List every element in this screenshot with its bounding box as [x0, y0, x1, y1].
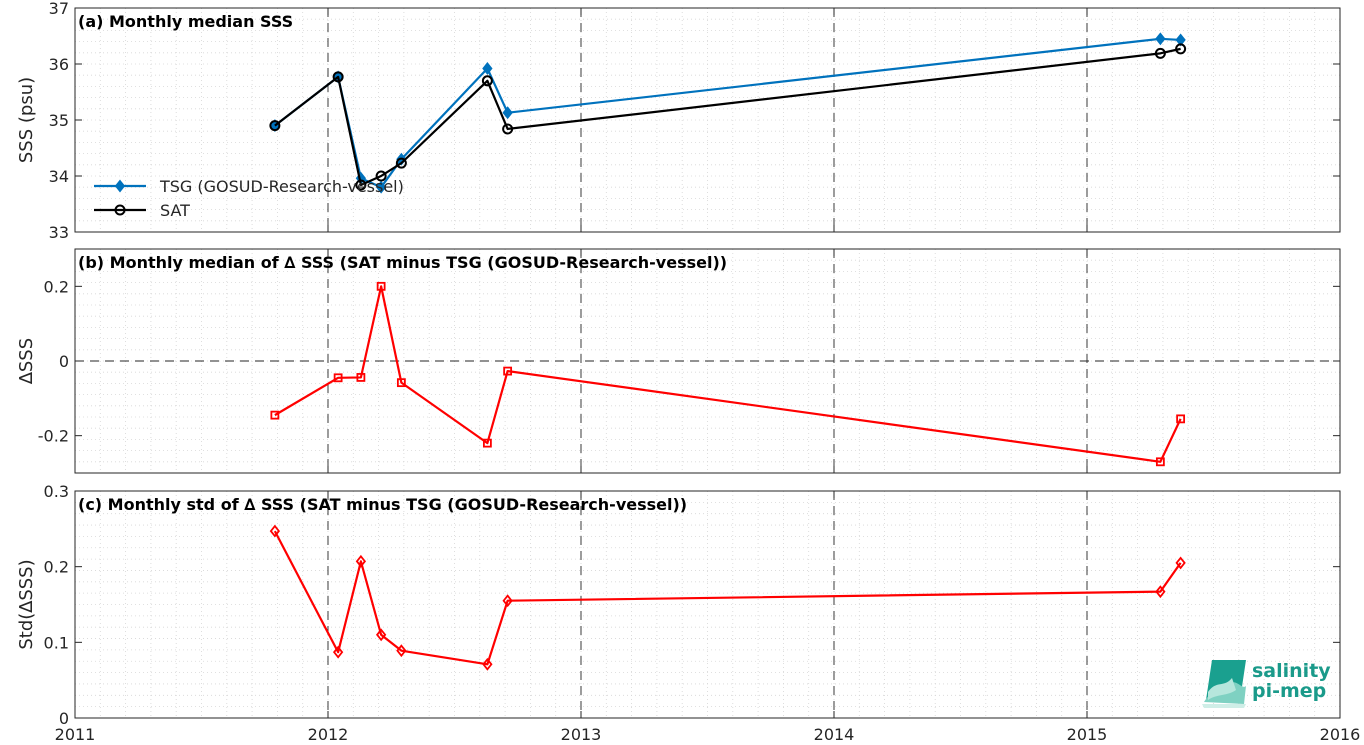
data-point — [396, 644, 407, 658]
y-axis-label: Std(∆SSS) — [16, 559, 37, 649]
data-point — [332, 645, 344, 659]
data-point — [1155, 457, 1165, 467]
logo-line2: pi-mep — [1252, 680, 1326, 702]
data-point — [1155, 585, 1166, 599]
panel-c: 0 0.1 0.2 0.3 2011 2012 2013 2014 2015 2016 Std(∆S… — [16, 482, 1360, 744]
legend-marker — [114, 204, 126, 216]
y-tick-label: 0.1 — [44, 633, 69, 652]
y-tick-label: 0 — [59, 709, 69, 728]
panel-b: -0.2 0 0.2 ∆SSS (b) Monthly median of ∆ SSS … — [16, 248, 1341, 474]
x-tick-label: 2013 — [561, 725, 602, 744]
y-tick-label: 36 — [49, 55, 69, 74]
logo-waves-icon — [1202, 660, 1246, 708]
y-tick-label: 0.2 — [44, 558, 69, 577]
y-tick-label: 37 — [49, 0, 69, 18]
data-point — [333, 373, 343, 383]
y-tick-label: -0.2 — [38, 427, 69, 446]
data-point — [332, 71, 344, 83]
data-point — [482, 62, 493, 75]
series-line — [274, 285, 1182, 463]
y-axis-label: SSS (psu) — [16, 77, 37, 163]
y-tick-label: 35 — [49, 111, 69, 130]
data-point — [395, 157, 407, 169]
data-point — [376, 281, 386, 291]
series-0 — [269, 524, 1186, 671]
data-point — [503, 366, 513, 376]
data-point — [482, 657, 493, 671]
y-tick-label: 0.3 — [44, 482, 69, 501]
x-tick-label: 2014 — [814, 725, 855, 744]
data-point — [269, 524, 281, 538]
salinity-pimep-logo: salinity pi-mep — [1202, 660, 1331, 708]
series-line — [273, 530, 1182, 666]
data-point — [1175, 556, 1186, 570]
data-point — [1176, 414, 1186, 424]
axes-box — [74, 490, 1341, 719]
data-point — [375, 170, 387, 182]
x-tick-label: 2011 — [55, 725, 96, 744]
legend-marker — [114, 179, 126, 193]
data-point — [270, 410, 280, 420]
data-point — [355, 179, 367, 191]
legend-label: TSG (GOSUD-Research-vessel) — [159, 177, 404, 196]
panel-title: (c) Monthly std of ∆ SSS (SAT minus TSG … — [78, 495, 687, 514]
x-tick-label: 2016 — [1320, 725, 1361, 744]
data-point — [482, 438, 492, 448]
series-line — [274, 47, 1181, 187]
data-point — [375, 628, 387, 642]
panel-a: 33 34 35 36 37 SSS (psu) (a) Monthly median SS… — [16, 0, 1341, 242]
data-point — [269, 120, 281, 132]
data-point — [502, 106, 513, 120]
logo-line1: salinity — [1252, 660, 1331, 682]
data-point — [356, 373, 366, 382]
panel-title: (b) Monthly median of ∆ SSS (SAT minus T… — [78, 253, 727, 272]
series-1 — [269, 43, 1187, 191]
data-point — [396, 378, 406, 388]
y-tick-label: 34 — [49, 167, 69, 186]
y-tick-label: 0.2 — [44, 277, 69, 296]
data-point — [1155, 32, 1166, 46]
x-tick-label: 2015 — [1067, 725, 1108, 744]
x-tick-label: 2012 — [308, 725, 349, 744]
data-point — [502, 123, 514, 135]
panel-title: (a) Monthly median SSS — [78, 12, 293, 31]
data-point — [1175, 43, 1187, 55]
legend: TSG (GOSUD-Research-vessel) SAT — [94, 177, 404, 220]
y-axis-label: ∆SSS — [16, 338, 37, 385]
y-tick-label: 33 — [49, 223, 69, 242]
data-point — [502, 594, 513, 608]
data-point — [1154, 47, 1166, 59]
series-0 — [270, 281, 1186, 467]
data-point — [355, 554, 367, 568]
data-point — [481, 75, 493, 87]
data-point — [375, 180, 387, 194]
y-tick-label: 0 — [59, 352, 69, 371]
legend-label: SAT — [160, 201, 190, 220]
